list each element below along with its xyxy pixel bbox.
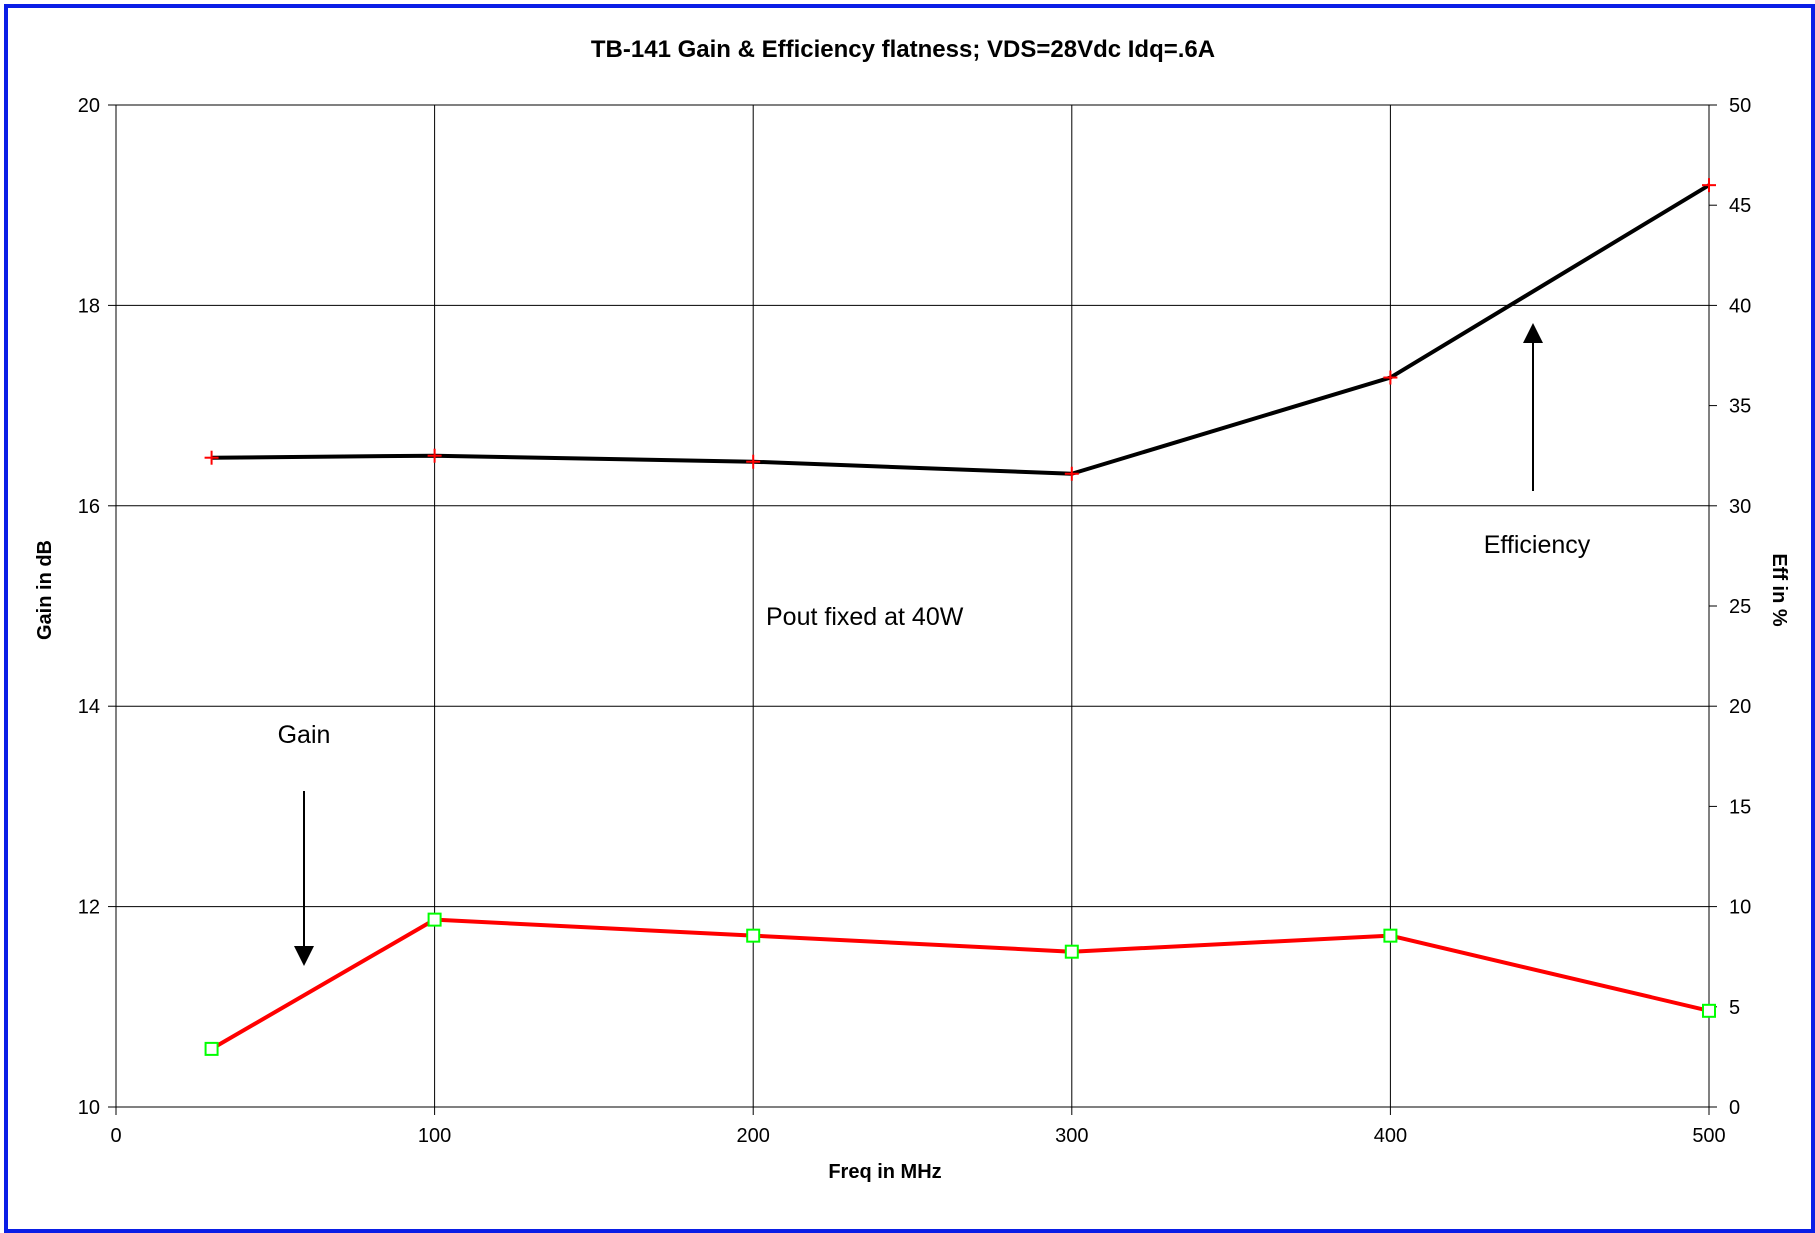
series-line-gain — [210, 917, 1710, 1051]
chart-title: TB-141 Gain & Efficiency flatness; VDS=2… — [591, 36, 1215, 63]
y-tick-label: 14 — [78, 696, 100, 718]
data-point-gain — [1383, 928, 1398, 943]
x-tick-label: 300 — [1055, 1125, 1088, 1147]
chart: TB-141 Gain & Efficiency flatness; VDS=2… — [34, 36, 1790, 1183]
y-tick-label: 16 — [78, 496, 100, 518]
y2-tick-label: 20 — [1729, 696, 1751, 718]
y2-tick-label: 10 — [1729, 897, 1751, 919]
data-point-gain — [1702, 1003, 1716, 1018]
x-tick-label: 400 — [1374, 1125, 1407, 1147]
y-tick-label: 10 — [78, 1097, 100, 1119]
y2-tick-label: 35 — [1729, 396, 1751, 418]
y-axis-left-title: Gain in dB — [34, 540, 56, 640]
y-axis-right: 0 5 10 15 20 25 30 35 40 45 50 — [1709, 95, 1751, 1119]
annotation-pout: Pout fixed at 40W — [766, 603, 964, 631]
data-point-efficiency — [746, 454, 761, 469]
y2-tick-label: 5 — [1729, 997, 1740, 1019]
y2-tick-label: 30 — [1729, 496, 1751, 518]
data-point-efficiency — [204, 450, 219, 465]
series-line-efficiency — [211, 183, 1711, 476]
data-point-gain — [204, 1041, 219, 1056]
annotation-gain-arrowhead — [294, 946, 314, 966]
series-group — [204, 178, 1716, 1056]
y2-tick-label: 15 — [1729, 796, 1751, 818]
y-tick-label: 12 — [78, 897, 100, 919]
x-tick-label: 0 — [110, 1125, 121, 1147]
x-axis: 0 100 200 300 400 500 — [110, 1107, 1726, 1147]
y2-tick-label: 25 — [1729, 596, 1751, 618]
y-axis-left: 10 12 14 16 18 20 — [78, 95, 116, 1119]
data-point-efficiency — [1383, 370, 1398, 385]
data-point-efficiency — [1702, 178, 1716, 193]
y2-tick-label: 50 — [1729, 95, 1751, 117]
x-tick-label: 500 — [1692, 1125, 1725, 1147]
y-axis-right-title: Eff in % — [1768, 553, 1790, 627]
y2-tick-label: 0 — [1729, 1097, 1740, 1119]
y2-tick-label: 40 — [1729, 295, 1751, 317]
y-tick-label: 20 — [78, 95, 100, 117]
x-tick-label: 200 — [737, 1125, 770, 1147]
data-point-efficiency — [1064, 466, 1079, 481]
x-tick-label: 100 — [418, 1125, 451, 1147]
chart-frame: TB-141 Gain & Efficiency flatness; VDS=2… — [4, 4, 1815, 1233]
data-point-gain — [746, 928, 761, 943]
data-point-gain — [1064, 944, 1079, 959]
data-point-gain — [427, 912, 442, 927]
y-tick-label: 18 — [78, 295, 100, 317]
x-axis-title: Freq in MHz — [828, 1161, 941, 1183]
annotation-gain: Gain — [278, 721, 331, 749]
annotation-efficiency: Efficiency — [1484, 531, 1591, 559]
annotation-efficiency-arrowhead — [1523, 323, 1543, 343]
data-point-efficiency — [427, 448, 442, 463]
y2-tick-label: 45 — [1729, 195, 1751, 217]
